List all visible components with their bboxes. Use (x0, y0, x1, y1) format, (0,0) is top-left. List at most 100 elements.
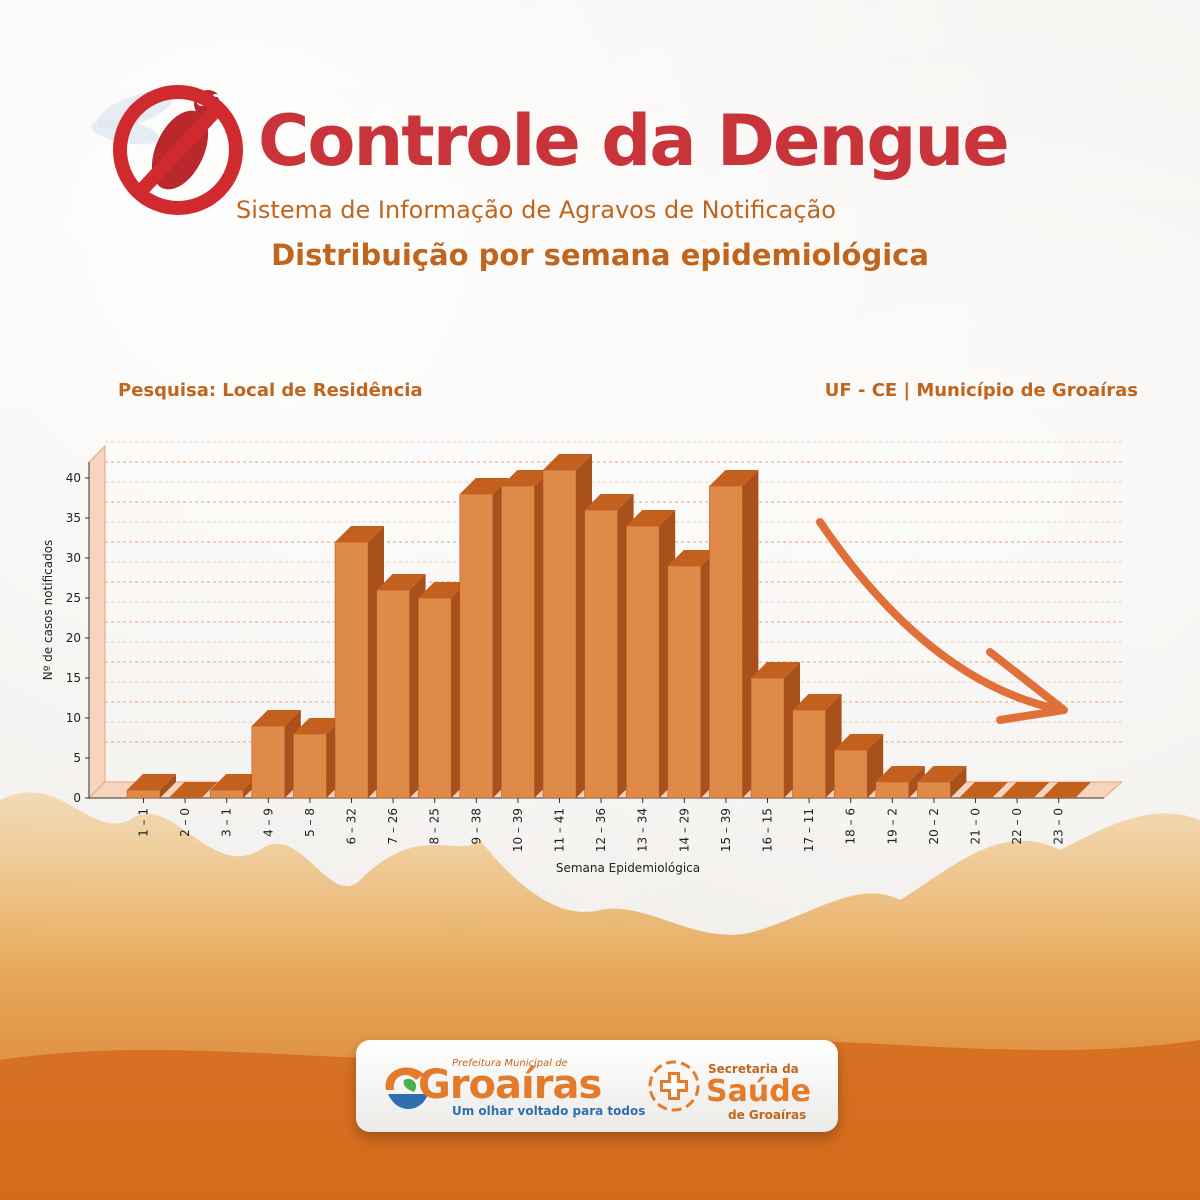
x-tick-label: 14 – 29 (677, 808, 691, 852)
bar-front (625, 525, 660, 799)
bar (417, 582, 468, 799)
chart-heading: Distribuição por semana epidemiológica (271, 238, 929, 272)
bar-top (751, 662, 800, 678)
x-tick-label: 13 – 34 (636, 808, 650, 852)
bar-front (334, 541, 369, 799)
x-tick-label: 16 – 15 (761, 808, 775, 852)
bar-top (667, 550, 717, 566)
bar-top (251, 710, 301, 726)
bar-top (376, 574, 426, 590)
secretariat-sub-text: de Groaíras (728, 1108, 807, 1122)
x-tick-label: 20 – 2 (927, 808, 941, 845)
bar-front (293, 733, 327, 799)
x-tick-label: 15 – 39 (719, 808, 733, 852)
left-wall (88, 444, 106, 800)
bar-side (950, 766, 967, 798)
bar-top (1042, 782, 1092, 798)
bar-top (168, 782, 218, 798)
bar-top (792, 694, 842, 710)
bar (1000, 782, 1050, 798)
bar-front (209, 789, 244, 799)
secretariat-small-text: Secretaria da (708, 1062, 799, 1076)
brand-tagline: Um olhar voltado para todos (452, 1104, 646, 1118)
trend-arrow-icon (816, 518, 1068, 724)
bar-front (501, 485, 535, 799)
bar-side (908, 766, 925, 798)
x-tick-label: 6 – 32 (345, 808, 359, 845)
y-tick-label: 20 (66, 631, 81, 645)
bar-top (335, 526, 384, 542)
x-tick-label: 22 – 0 (1010, 808, 1024, 845)
bar-chart: 0 5 10 15 20 25 30 35 40 1 – 1 2 – 0 3 – 1 4 – 9 5 –… (41, 441, 1124, 875)
bar (168, 782, 218, 798)
bar-top (709, 470, 759, 486)
x-tick-label: 8 – 25 (428, 808, 442, 845)
bar-front (459, 493, 494, 799)
search-criteria-label: Pesquisa: Local de Residência (118, 380, 423, 401)
bar-side (160, 774, 176, 798)
bar (1042, 782, 1092, 798)
secretariat-name: Saúde (706, 1074, 812, 1109)
x-tick-label: 21 – 0 (969, 808, 983, 845)
bar-top (626, 510, 676, 526)
header: Controle da Dengue Sistema de Informação… (0, 0, 1200, 300)
footer-logos: Prefeitura Municipal de Groaíras Um olha… (356, 1040, 838, 1132)
x-tick-label: 11 – 41 (553, 808, 567, 852)
bar-top (543, 454, 592, 470)
x-tick-label: 18 – 6 (844, 808, 858, 845)
bar (709, 470, 759, 799)
y-axis-ticks: 0 5 10 15 20 25 30 35 40 (66, 471, 89, 805)
bar-front (251, 725, 286, 799)
bar-front (417, 597, 452, 799)
x-tick-label: 4 – 9 (261, 808, 275, 837)
bar-top (127, 774, 176, 790)
bar-top (584, 494, 634, 510)
y-tick-label: 35 (66, 511, 81, 525)
bar-top (834, 734, 884, 750)
bar-front (792, 709, 826, 799)
x-axis-ticks: 1 – 1 2 – 0 3 – 1 4 – 9 5 – 8 6 – 32 7 – 26 8 –… (137, 798, 1066, 852)
y-tick-label: 40 (66, 471, 81, 485)
bar-top (293, 718, 343, 734)
arrow-shaft (816, 518, 1066, 714)
bar (251, 710, 301, 799)
location-label: UF - CE | Município de Groaíras (824, 380, 1138, 401)
bar-front (709, 485, 743, 799)
chart-grid (105, 441, 1122, 743)
bar-top (875, 766, 925, 782)
bar (875, 766, 925, 799)
bar-front (667, 565, 702, 799)
y-tick-label: 15 (66, 671, 81, 685)
page-title: Controle da Dengue (258, 100, 1010, 182)
groairas-logo-icon (385, 1067, 428, 1110)
x-axis-label: Semana Epidemiológica (556, 861, 700, 875)
x-tick-label: 12 – 36 (594, 808, 608, 852)
bar-front (584, 509, 618, 799)
brand-small-text: Prefeitura Municipal de (452, 1058, 568, 1069)
bar (917, 766, 967, 799)
bar (750, 662, 800, 799)
health-secretariat-logo-icon (648, 1060, 700, 1112)
x-tick-label: 2 – 0 (178, 808, 192, 837)
x-tick-label: 23 – 0 (1052, 808, 1066, 845)
bars (126, 454, 1092, 799)
y-tick-label: 25 (66, 591, 81, 605)
page-subtitle: Sistema de Informação de Agravos de Noti… (236, 196, 836, 224)
x-tick-label: 10 – 39 (511, 808, 525, 852)
y-tick-label: 30 (66, 551, 81, 565)
bar-top (1000, 782, 1050, 798)
bar-front (833, 749, 868, 799)
x-tick-label: 5 – 8 (303, 808, 317, 837)
y-tick-label: 10 (66, 711, 81, 725)
bar-front (875, 781, 910, 799)
x-tick-label: 19 – 2 (885, 808, 899, 845)
x-tick-label: 1 – 1 (137, 808, 151, 837)
bar-top (210, 774, 260, 790)
bar-front (126, 789, 161, 799)
x-tick-label: 17 – 11 (802, 808, 816, 852)
no-mosquito-icon (91, 85, 243, 215)
bar-front (376, 589, 410, 799)
brand-name: Groaíras (418, 1062, 602, 1108)
bar-top (501, 470, 551, 486)
bar-top (459, 478, 509, 494)
